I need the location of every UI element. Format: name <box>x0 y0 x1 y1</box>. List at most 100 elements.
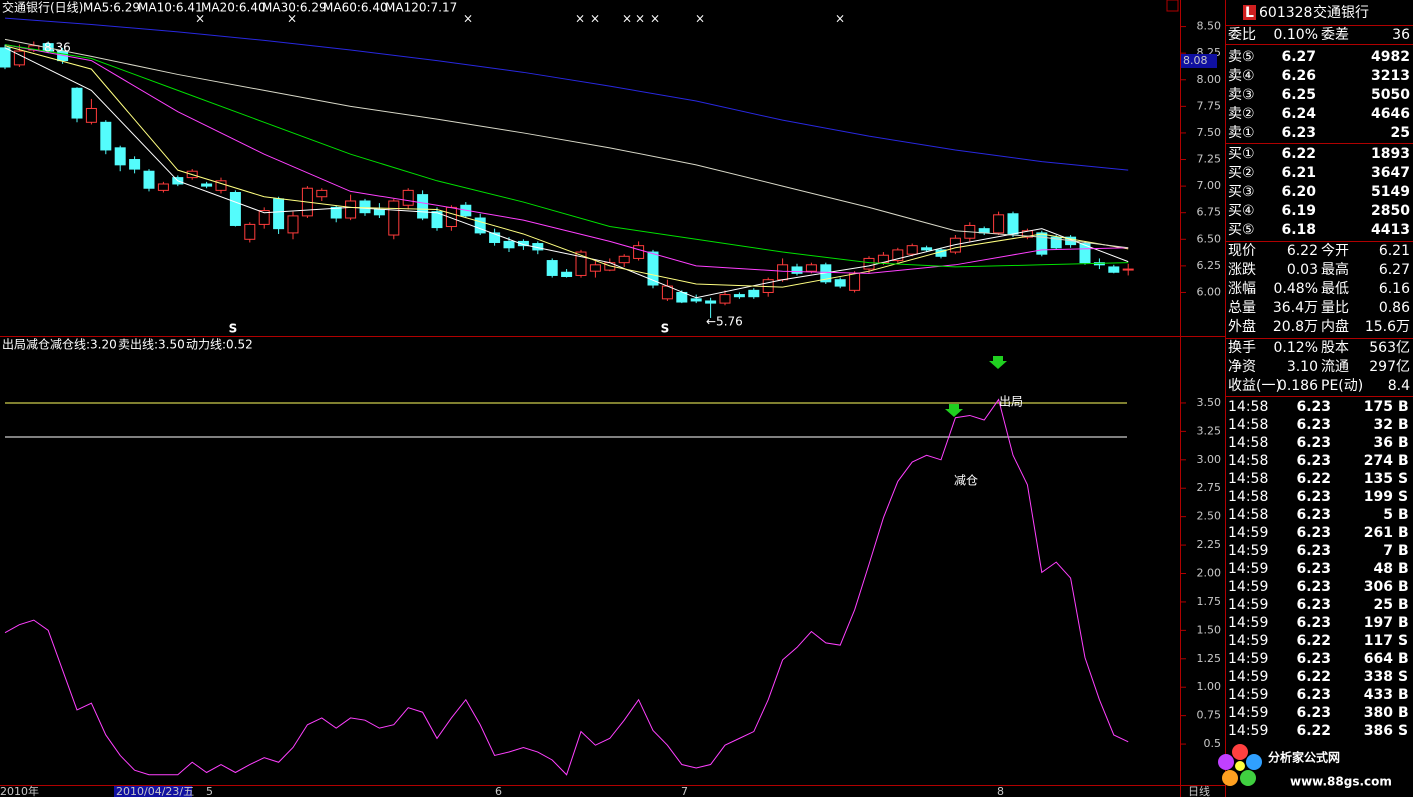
book-label: 卖⑤ <box>1228 49 1255 65</box>
quote-value: 0.12% <box>1274 340 1318 356</box>
candle-body <box>388 200 400 236</box>
candle-body <box>1036 232 1048 255</box>
y-tick-label: 1.00 <box>1197 680 1222 693</box>
candle-body <box>431 211 443 229</box>
tick-side: S <box>1398 633 1408 649</box>
y-tick-label: 1.50 <box>1197 623 1222 636</box>
top-mark: × <box>590 12 600 26</box>
candle-body <box>417 194 429 219</box>
quote-label: 委比 <box>1228 27 1256 43</box>
tick-volume: 261 <box>1364 525 1393 541</box>
candle-body <box>834 279 846 287</box>
top-mark: × <box>650 12 660 26</box>
tick-volume: 386 <box>1364 723 1393 739</box>
book-volume: 3647 <box>1371 165 1410 181</box>
tick-price: 6.23 <box>1296 705 1331 721</box>
quote-label: 涨幅 <box>1228 281 1256 297</box>
tick-volume: 380 <box>1364 705 1393 721</box>
quote-label: 最高 <box>1321 261 1349 278</box>
y-tick-label: 2.00 <box>1197 567 1222 580</box>
tick-price: 6.22 <box>1296 633 1331 649</box>
book-volume: 3213 <box>1371 68 1410 84</box>
book-price: 6.22 <box>1281 146 1316 162</box>
candle-body <box>287 215 299 234</box>
tick-time: 14:59 <box>1228 687 1268 703</box>
y-tick-label: 3.50 <box>1197 396 1222 409</box>
tick-side: B <box>1398 435 1409 451</box>
book-price: 6.19 <box>1281 203 1316 219</box>
y-tick-label: 3.00 <box>1197 453 1222 466</box>
candle-body <box>71 87 83 119</box>
book-price: 6.27 <box>1281 49 1316 65</box>
tick-time: 14:58 <box>1228 399 1268 415</box>
candle-body <box>561 271 573 278</box>
book-label: 卖④ <box>1228 68 1255 84</box>
signal-mark: S <box>661 322 670 336</box>
tick-side: B <box>1398 561 1409 577</box>
y-tick-label: 7.50 <box>1197 126 1222 139</box>
tick-price: 6.23 <box>1296 489 1331 505</box>
legend-entry: 动力线:0.52 <box>186 338 253 352</box>
book-volume: 4982 <box>1371 49 1410 65</box>
candle-body <box>517 240 529 247</box>
tick-side: S <box>1398 489 1408 505</box>
tick-price: 6.23 <box>1296 597 1331 613</box>
book-label: 买③ <box>1228 184 1255 200</box>
quote-label: 今开 <box>1321 243 1349 259</box>
chart-title: 出局减仓 <box>2 338 50 352</box>
candle-body <box>215 180 227 191</box>
x-axis-label: 5 <box>206 785 213 797</box>
candle-body <box>719 294 731 304</box>
legend-entry: MA60:6.40 <box>323 1 388 15</box>
tick-time: 14:59 <box>1228 543 1268 559</box>
candle-body <box>647 251 659 286</box>
logo-url: www.88gs.com <box>1290 775 1392 789</box>
stock-code: 601328 <box>1259 5 1312 21</box>
candle-body <box>100 121 112 151</box>
book-volume: 5050 <box>1371 87 1410 103</box>
quote-value: 6.22 <box>1287 243 1318 259</box>
top-mark: × <box>835 12 845 26</box>
top-mark: × <box>463 12 473 26</box>
book-volume: 4413 <box>1371 222 1410 238</box>
tick-volume: 7 <box>1383 543 1393 559</box>
tick-volume: 32 <box>1374 417 1393 433</box>
tick-volume: 338 <box>1364 669 1393 685</box>
quote-value: 0.48% <box>1274 281 1318 297</box>
tick-volume: 5 <box>1383 507 1393 523</box>
candle-body <box>244 223 256 240</box>
y-tick-label: 3.25 <box>1197 424 1222 437</box>
quote-label: 现价 <box>1228 243 1256 259</box>
book-price: 6.24 <box>1281 106 1316 122</box>
tick-price: 6.23 <box>1296 417 1331 433</box>
candle-body <box>1021 230 1033 238</box>
candle-body <box>575 251 587 276</box>
tick-volume: 199 <box>1364 489 1393 505</box>
candle-body <box>777 264 789 281</box>
quote-value: 0.10% <box>1274 27 1318 43</box>
tick-time: 14:58 <box>1228 435 1268 451</box>
candle-body <box>705 300 717 304</box>
book-volume: 25 <box>1391 125 1410 141</box>
logo-title: 分析家公式网 <box>1268 750 1340 765</box>
y-tick-label: 6.50 <box>1197 232 1222 245</box>
tick-time: 14:58 <box>1228 507 1268 523</box>
book-volume: 2850 <box>1371 203 1410 219</box>
candle-body <box>157 183 169 191</box>
low-annotation: ←5.76 <box>706 315 743 329</box>
candle-body <box>1007 213 1019 235</box>
window-button[interactable] <box>1166 0 1179 12</box>
y-tick-label: 1.25 <box>1197 652 1222 665</box>
quote-label: 外盘 <box>1228 318 1256 335</box>
tick-time: 14:58 <box>1228 453 1268 469</box>
candle-body <box>373 209 385 216</box>
book-volume: 4646 <box>1371 106 1410 122</box>
y-tick-label: 0.75 <box>1197 709 1222 722</box>
candle-body <box>273 198 285 230</box>
annotation: 减仓 <box>954 474 978 488</box>
book-label: 卖③ <box>1228 87 1255 103</box>
x-axis-label: 2010/04/23/五 <box>116 785 194 797</box>
candle-body <box>546 260 558 276</box>
y-tick-label: 6.25 <box>1197 259 1222 272</box>
